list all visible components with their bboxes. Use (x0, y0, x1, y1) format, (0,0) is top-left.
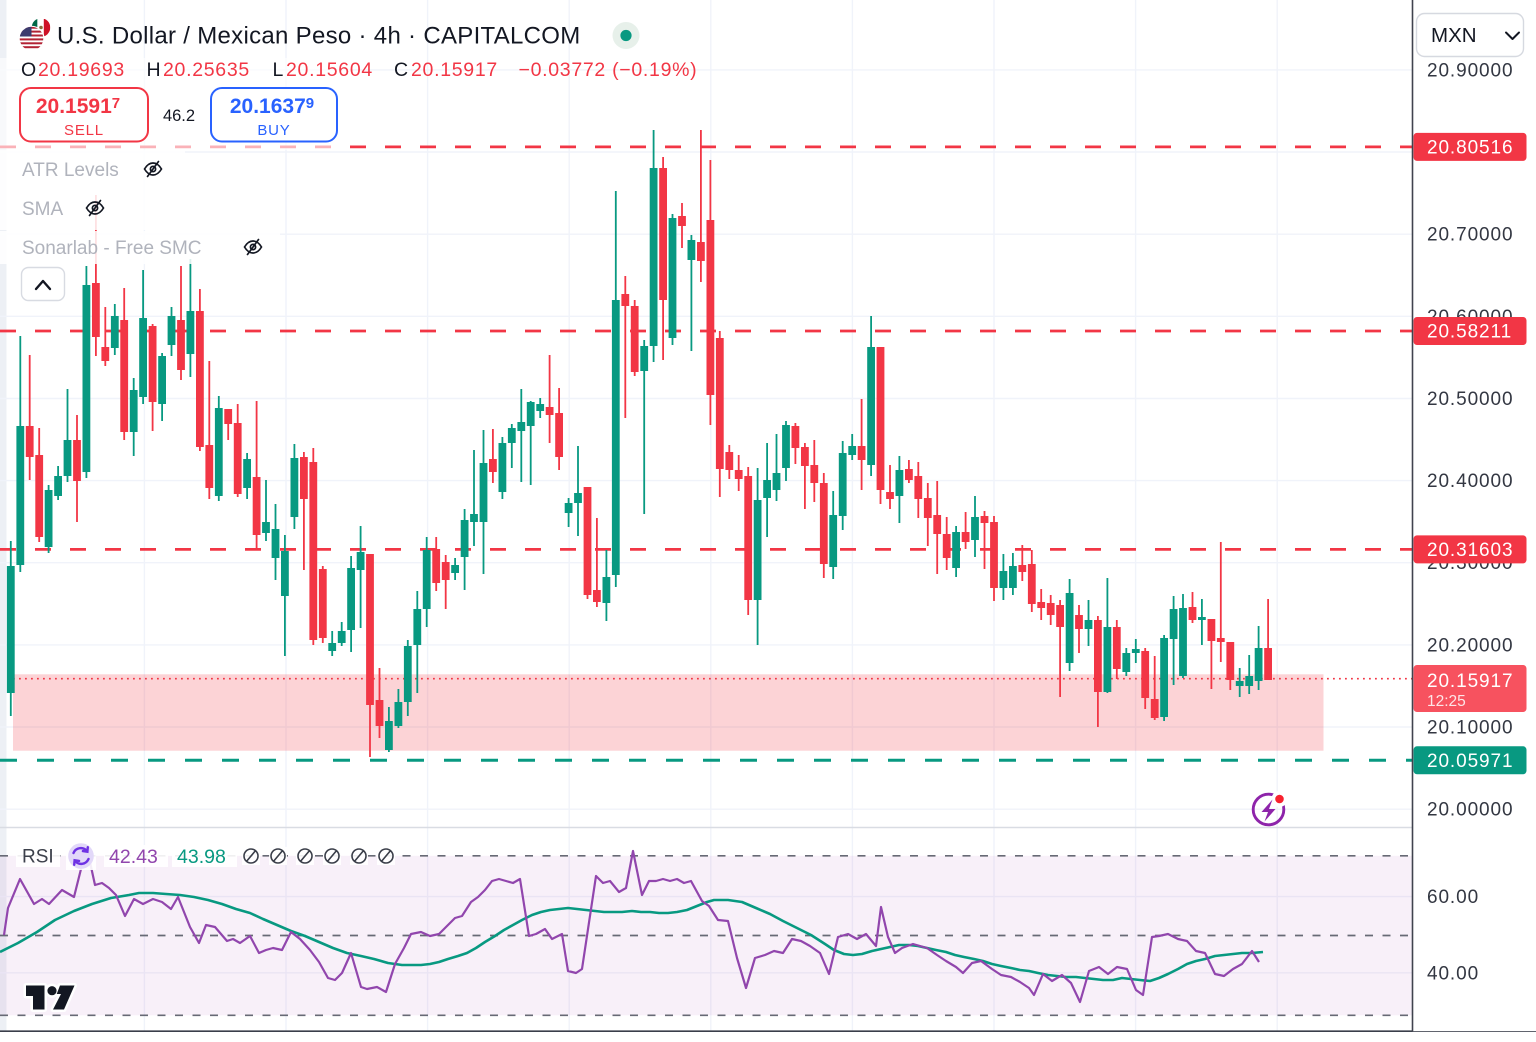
svg-text:12:25: 12:25 (1427, 693, 1466, 710)
svg-text:20.15917: 20.15917 (411, 59, 498, 81)
svg-text:ATR Levels: ATR Levels (22, 160, 119, 181)
svg-text:BUY: BUY (257, 122, 290, 139)
svg-text:42.43: 42.43 (109, 846, 158, 868)
svg-text:20.19693: 20.19693 (38, 59, 125, 81)
svg-text:20.05971: 20.05971 (1427, 751, 1513, 772)
svg-text:20.16379: 20.16379 (230, 95, 314, 118)
svg-text:20.58211: 20.58211 (1427, 322, 1512, 343)
svg-text:20.25635: 20.25635 (163, 59, 250, 81)
svg-text:20.70000: 20.70000 (1427, 225, 1513, 246)
svg-text:20.31603: 20.31603 (1427, 540, 1513, 561)
svg-text:46.2: 46.2 (163, 107, 195, 125)
svg-text:H: H (147, 59, 162, 81)
svg-text:20.90000: 20.90000 (1427, 60, 1513, 81)
svg-text:U.S. Dollar / Mexican Peso · 4: U.S. Dollar / Mexican Peso · 4h · CAPITA… (57, 23, 581, 50)
svg-text:20.15917: 20.15917 (1427, 671, 1513, 692)
svg-text:60.00: 60.00 (1427, 887, 1479, 908)
svg-text:20.80516: 20.80516 (1427, 137, 1513, 158)
svg-text:20.00000: 20.00000 (1427, 800, 1513, 821)
svg-text:20.50000: 20.50000 (1427, 389, 1513, 410)
svg-text:40.00: 40.00 (1427, 963, 1479, 984)
svg-text:20.15604: 20.15604 (286, 59, 373, 81)
svg-text:C: C (394, 59, 409, 81)
svg-text:43.98: 43.98 (177, 846, 226, 868)
svg-text:20.10000: 20.10000 (1427, 718, 1513, 739)
svg-text:SMA: SMA (22, 199, 64, 220)
svg-text:20.15917: 20.15917 (36, 95, 120, 118)
svg-text:RSI: RSI (22, 847, 54, 868)
svg-text:−0.03772 (−0.19%): −0.03772 (−0.19%) (519, 59, 698, 81)
svg-text:Sonarlab - Free SMC: Sonarlab - Free SMC (22, 238, 202, 259)
svg-text:SELL: SELL (64, 122, 104, 139)
svg-text:20.20000: 20.20000 (1427, 635, 1513, 656)
svg-text:MXN: MXN (1431, 24, 1477, 47)
svg-text:20.40000: 20.40000 (1427, 471, 1513, 492)
svg-text:O: O (21, 59, 37, 81)
svg-text:L: L (273, 59, 285, 81)
